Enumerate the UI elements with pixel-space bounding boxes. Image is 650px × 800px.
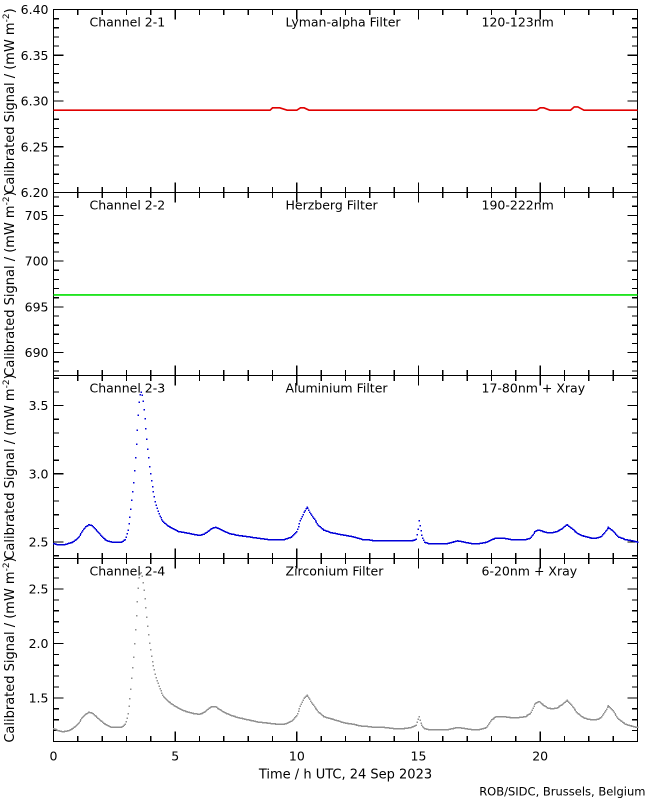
panel-filter-label: Herzberg Filter xyxy=(286,198,379,213)
panel-3-channel-2-3: 2.5 3.0 3.5 Channel 2-3 Aluminium Filter 17-8… xyxy=(29,374,639,560)
y-tick-label: 700 xyxy=(25,254,49,269)
panel-filter-label: Lyman-alpha Filter xyxy=(286,15,402,30)
panel-1-channel-2-1: 6.20 6.25 6.30 6.35 6.40 Channel 2-1 Lyman-alp… xyxy=(21,2,639,200)
panel-4-channel-2-4: 1.5 2.0 2.5 Channel 2-4 Zirconium Filter 6-20… xyxy=(29,557,639,743)
y-axis-title: Calibrated Signal / (mW m-2) xyxy=(2,557,18,742)
y-tick-label: 2.0 xyxy=(29,636,49,651)
y-tick-label: 2.5 xyxy=(29,582,49,597)
data-series-line xyxy=(53,106,638,111)
x-tick-label: 20 xyxy=(532,749,548,764)
x-axis-labels: 0 5 10 15 20 xyxy=(50,749,549,764)
panel-2-channel-2-2: 690 695 700 705 Channel 2-2 Herzberg Filter 19… xyxy=(25,191,639,377)
y-tick-label: 705 xyxy=(25,208,49,223)
y-tick-label: 3.0 xyxy=(29,466,49,481)
panel-frame xyxy=(52,374,639,560)
panel-passband-label: 6-20nm + Xray xyxy=(482,564,578,579)
y-tick-label: 6.25 xyxy=(21,139,49,154)
panel-passband-label: 120-123nm xyxy=(482,15,554,30)
panel-frame xyxy=(52,557,639,743)
data-series-dots xyxy=(52,572,639,733)
y-tick-label: 690 xyxy=(25,345,49,360)
x-tick-label: 0 xyxy=(50,749,58,764)
panel-frame xyxy=(52,191,639,377)
y-tick-label: 3.5 xyxy=(29,398,49,413)
panel-channel-label: Channel 2-1 xyxy=(90,15,166,30)
credit-label: ROB/SIDC, Brussels, Belgium xyxy=(479,785,645,799)
panel-filter-label: Aluminium Filter xyxy=(286,381,389,396)
y-tick-label: 695 xyxy=(25,299,49,314)
y-tick-label: 6.20 xyxy=(21,185,49,200)
y-tick-label: 6.40 xyxy=(21,2,49,17)
x-ticks xyxy=(77,9,614,193)
panel-filter-label: Zirconium Filter xyxy=(286,564,385,579)
panel-channel-label: Channel 2-2 xyxy=(90,198,166,213)
x-axis-title: Time / h UTC, 24 Sep 2023 xyxy=(258,768,432,783)
x-ticks xyxy=(77,558,614,742)
y-tick-label: 1.5 xyxy=(29,690,49,705)
y-axis-title: Calibrated Signal / (mW m-2) xyxy=(2,191,18,376)
x-ticks xyxy=(77,192,614,376)
panel-passband-label: 190-222nm xyxy=(482,198,554,213)
y-ticks: 1.5 2.0 2.5 xyxy=(29,566,638,732)
panel-passband-label: 17-80nm + Xray xyxy=(482,381,586,396)
panel-channel-label: Channel 2-3 xyxy=(90,381,166,396)
data-series-dots xyxy=(52,391,639,546)
y-axis-title: Calibrated Signal / (mW m-2) xyxy=(2,8,18,193)
y-ticks: 2.5 3.0 3.5 xyxy=(29,377,638,557)
panel-channel-label: Channel 2-4 xyxy=(90,564,166,579)
x-tick-label: 15 xyxy=(411,749,427,764)
y-tick-label: 6.30 xyxy=(21,94,49,109)
x-tick-label: 5 xyxy=(171,749,179,764)
y-ticks: 690 695 700 705 xyxy=(25,196,638,372)
y-ticks: 6.20 6.25 6.30 6.35 6.40 xyxy=(21,2,638,200)
y-axis-title: Calibrated Signal / (mW m-2) xyxy=(2,374,18,559)
x-tick-label: 10 xyxy=(289,749,305,764)
panel-frame xyxy=(52,8,639,194)
y-tick-label: 2.5 xyxy=(29,535,49,550)
y-tick-label: 6.35 xyxy=(21,48,49,63)
x-ticks xyxy=(77,375,614,559)
